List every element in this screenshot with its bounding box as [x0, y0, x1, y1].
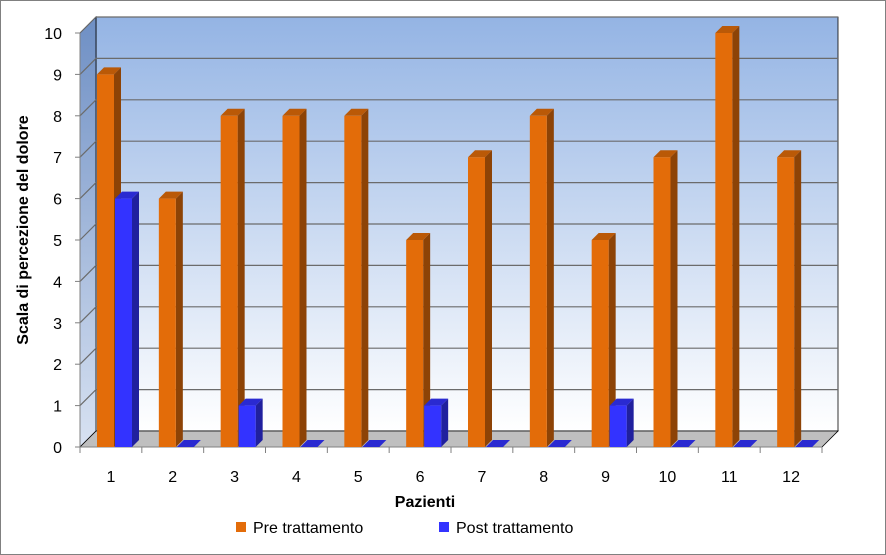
- y-tick-label: 9: [53, 67, 62, 84]
- bar: [529, 108, 554, 448]
- legend-label: Post trattamento: [456, 520, 573, 537]
- y-tick-label: 1: [53, 399, 62, 416]
- bar: [406, 233, 431, 447]
- y-tick-label: 5: [53, 233, 62, 250]
- legend-swatch: [236, 522, 246, 532]
- x-tick-label: 1: [106, 469, 115, 486]
- y-tick-label: 8: [53, 109, 62, 126]
- bar: [733, 440, 758, 447]
- gridline: [79, 16, 838, 34]
- x-tick-label: 3: [230, 469, 239, 486]
- x-tick-label: 10: [659, 469, 677, 486]
- bar: [176, 440, 201, 447]
- x-tick-label: 2: [168, 469, 177, 486]
- gridline: [79, 99, 838, 117]
- bar: [591, 233, 616, 447]
- gridline: [79, 223, 838, 241]
- bar: [609, 398, 634, 447]
- legend-item: Pre trattamento: [236, 520, 363, 537]
- y-tick-label: 2: [53, 357, 62, 374]
- legend-label: Pre trattamento: [253, 520, 363, 537]
- bar: [362, 440, 387, 447]
- bar: [795, 440, 820, 447]
- gridline: [79, 389, 838, 407]
- y-tick-label: 0: [53, 440, 62, 457]
- bar: [344, 108, 369, 448]
- bar: [653, 150, 678, 447]
- gridline: [79, 57, 838, 75]
- bar: [115, 191, 139, 447]
- bar: [547, 440, 572, 447]
- legend-swatch: [439, 522, 449, 532]
- bar: [424, 398, 449, 447]
- bar: [300, 440, 325, 447]
- x-tick-label: 11: [721, 469, 738, 486]
- gridline: [79, 306, 838, 324]
- bar: [282, 108, 307, 448]
- y-tick-label: 4: [53, 274, 62, 291]
- y-tick-label: 3: [53, 316, 62, 333]
- y-tick-label: 6: [53, 192, 62, 209]
- gridline: [79, 347, 838, 365]
- x-tick-label: 9: [601, 469, 610, 486]
- x-tick-label: 6: [416, 469, 425, 486]
- bar: [238, 398, 263, 447]
- legend: Pre trattamento Post trattamento: [236, 520, 573, 537]
- gridline: [79, 140, 838, 158]
- x-tick-label: 4: [292, 469, 301, 486]
- bar: [777, 150, 802, 447]
- y-tick-label: 10: [44, 26, 62, 43]
- x-axis-title: Pazienti: [395, 494, 455, 511]
- bar: [671, 440, 696, 447]
- y-tick-label: 7: [53, 150, 62, 167]
- x-tick-label: 5: [354, 469, 363, 486]
- y-axis-title: Scala di percezione del dolore: [15, 115, 32, 345]
- legend-item: Post trattamento: [439, 520, 573, 537]
- bar: [715, 26, 740, 447]
- bar: [486, 440, 510, 447]
- x-tick-label: 7: [477, 469, 486, 486]
- bar: [158, 191, 183, 447]
- gridline: [79, 264, 838, 282]
- bar: [468, 150, 492, 447]
- gridline: [79, 182, 838, 200]
- x-tick-label: 12: [782, 469, 800, 486]
- bar: [220, 108, 245, 448]
- x-tick-label: 8: [539, 469, 548, 486]
